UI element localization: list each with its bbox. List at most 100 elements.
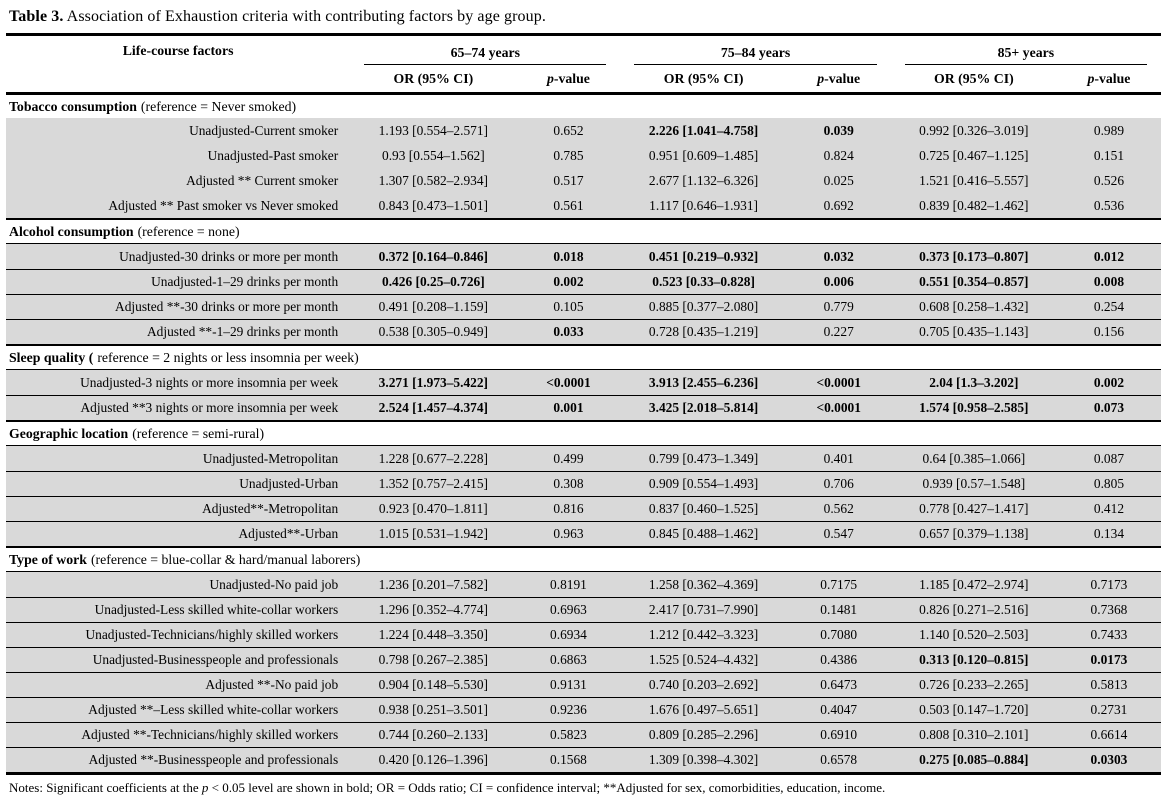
row-label: Unadjusted-Less skilled white-collar wor… — [94, 602, 339, 617]
section-block: Unadjusted-30 drinks or more per month 0.… — [6, 243, 1161, 346]
p-value-cell: 0.002 — [553, 274, 584, 289]
p-value-cell: 0.8191 — [550, 576, 587, 592]
or-ci-cell: 0.938 [0.251–3.501] — [378, 702, 489, 717]
p-value-cell: 0.087 — [1093, 450, 1125, 466]
row-label: Adjusted **–Less skilled white-collar wo… — [88, 702, 339, 717]
p-value-cell: 0.401 — [823, 450, 854, 466]
p-value-cell: 0.9131 — [550, 677, 587, 692]
column-header-age-group-75-84: 75–84 years — [634, 36, 877, 65]
p-value-cell: 0.6963 — [550, 602, 587, 617]
top-rule — [6, 33, 1161, 36]
row-label: Adjusted **3 nights or more insomnia per… — [80, 400, 339, 415]
table-row: Unadjusted-3 nights or more insomnia per… — [6, 370, 1161, 395]
or-ci-cell: 1.296 [0.352–4.774] — [378, 602, 489, 617]
or-ci-cell: 1.193 [0.554–2.571] — [378, 122, 489, 138]
or-ci-cell: 0.313 [0.120–0.815] — [919, 652, 1029, 667]
section-header: Alcohol consumption (reference = none) — [6, 220, 1161, 243]
or-ci-cell: 0.657 [0.379–1.138] — [919, 526, 1029, 541]
row-label: Unadjusted-Current smoker — [189, 122, 339, 138]
table-row: Adjusted **-No paid job 0.904 [0.148–5.53… — [6, 672, 1161, 697]
p-value-cell: 0.0173 — [1090, 652, 1128, 667]
table-row: Adjusted**-Urban 1.015 [0.531–1.942] 0.963… — [6, 521, 1161, 546]
or-ci-cell: 0.839 [0.482–1.462] — [919, 197, 1029, 213]
or-ci-cell: 2.524 [1.457–4.374] — [378, 400, 489, 415]
p-value-cell: 0.692 — [823, 197, 854, 213]
column-header-or-3: OR (95% CI) — [933, 70, 1014, 86]
p-value-cell: 0.4047 — [820, 702, 858, 717]
row-label: Adjusted **-1–29 drinks per month — [147, 324, 339, 339]
section-reference: (reference = none) — [137, 223, 240, 239]
row-label: Unadjusted-1–29 drinks per month — [151, 274, 339, 289]
row-label: Adjusted ** Past smoker vs Never smoked — [108, 197, 339, 213]
or-ci-cell: 0.538 [0.305–0.949] — [378, 324, 489, 339]
p-value-cell: 0.227 — [823, 324, 854, 339]
or-ci-cell: 1.185 [0.472–2.974] — [919, 576, 1029, 592]
section-name: Type of work — [9, 551, 87, 567]
table-row: Unadjusted-Current smoker 1.193 [0.554–2.… — [6, 118, 1161, 143]
section-reference: reference = 2 nights or less insomnia pe… — [97, 349, 359, 365]
p-value-cell: 0.156 — [1093, 324, 1125, 339]
p-value-cell: 0.1568 — [550, 752, 587, 767]
p-value-cell: 0.6910 — [820, 727, 858, 742]
table-row: Unadjusted-Past smoker 0.93 [0.554–1.562]… — [6, 143, 1161, 168]
row-label: Adjusted **-No paid job — [205, 677, 339, 692]
or-ci-cell: 1.140 [0.520–2.503] — [919, 627, 1029, 642]
or-ci-cell: 0.551 [0.354–0.857] — [919, 274, 1029, 289]
section-block: Unadjusted-No paid job 1.236 [0.201–7.582… — [6, 571, 1161, 772]
table-row: Unadjusted-Technicians/highly skilled wo… — [6, 622, 1161, 647]
p-value-cell: 0.7175 — [820, 576, 858, 592]
or-ci-cell: 0.726 [0.233–2.265] — [919, 677, 1029, 692]
section-header: Sleep quality (reference = 2 nights or l… — [6, 346, 1161, 369]
or-ci-cell: 2.226 [1.041–4.758] — [648, 122, 759, 138]
p-value-cell: 0.7173 — [1090, 576, 1128, 592]
or-ci-cell: 1.352 [0.757–2.415] — [378, 476, 489, 491]
row-label: Adjusted **-Businesspeople and professio… — [88, 752, 339, 767]
p-value-cell: 0.816 — [553, 501, 584, 516]
or-ci-cell: 0.798 [0.267–2.385] — [378, 652, 489, 667]
row-label: Adjusted **-30 drinks or more per month — [115, 299, 339, 314]
or-ci-cell: 1.307 [0.582–2.934] — [378, 172, 489, 188]
row-label: Unadjusted-Businesspeople and profession… — [92, 652, 339, 667]
p-value-cell: 0.134 — [1093, 526, 1125, 541]
section-block: Unadjusted-Metropolitan 1.228 [0.677–2.22… — [6, 445, 1161, 548]
row-label: Adjusted**-Urban — [238, 526, 339, 541]
p-value-cell: 0.412 — [1093, 501, 1125, 516]
row-label: Unadjusted-Metropolitan — [202, 450, 339, 466]
p-italic: p — [547, 70, 554, 86]
p-value-cell: 0.6473 — [820, 677, 858, 692]
p-value-cell: 0.039 — [823, 122, 854, 138]
table-caption: Association of Exhaustion criteria with … — [63, 8, 546, 25]
p-value-cell: 0.006 — [823, 274, 854, 289]
table-row: Unadjusted-Metropolitan 1.228 [0.677–2.22… — [6, 446, 1161, 471]
or-ci-cell: 0.809 [0.285–2.296] — [648, 727, 759, 742]
p-value-cell: 0.6934 — [550, 627, 587, 642]
p-value-cell: 0.033 — [553, 324, 584, 339]
p-value-cell: 0.6863 — [550, 652, 587, 667]
p-value-cell: 0.4386 — [820, 652, 858, 667]
table-row: Adjusted **–Less skilled white-collar wo… — [6, 697, 1161, 722]
p-value-cell: 0.7433 — [1090, 627, 1128, 642]
column-header-p-3: p -value — [1057, 65, 1161, 92]
or-ci-cell: 0.845 [0.488–1.462] — [648, 526, 759, 541]
or-ci-cell: 0.503 [0.147–1.720] — [919, 702, 1029, 717]
header-row-measures: OR (95% CI) p -value OR (95% CI) p -value … — [6, 65, 1161, 92]
p-value-cell: 0.5823 — [550, 727, 587, 742]
section-reference: (reference = blue-collar & hard/manual l… — [90, 551, 361, 567]
spacer-cell — [6, 65, 350, 92]
p-value-cell: 0.517 — [553, 172, 584, 188]
table-row: Unadjusted-No paid job 1.236 [0.201–7.582… — [6, 572, 1161, 597]
section-name: Alcohol consumption — [9, 223, 134, 239]
or-ci-cell: 2.677 [1.132–6.326] — [648, 172, 759, 188]
p-value-cell: 0.254 — [1093, 299, 1125, 314]
table-number: Table 3. — [9, 8, 64, 25]
p-rest: -value — [1094, 70, 1131, 86]
or-ci-cell: 1.015 [0.531–1.942] — [378, 526, 489, 541]
or-ci-cell: 1.676 [0.497–5.651] — [648, 702, 759, 717]
p-value-cell: 0.7368 — [1090, 602, 1128, 617]
or-ci-cell: 1.258 [0.362–4.369] — [648, 576, 759, 592]
or-ci-cell: 1.224 [0.448–3.350] — [378, 627, 489, 642]
row-label: Unadjusted-Past smoker — [207, 147, 339, 163]
or-ci-cell: 0.744 [0.260–2.133] — [378, 727, 489, 742]
p-value-cell: 0.547 — [823, 526, 854, 541]
column-header-age-group-65-74: 65–74 years — [364, 36, 607, 65]
